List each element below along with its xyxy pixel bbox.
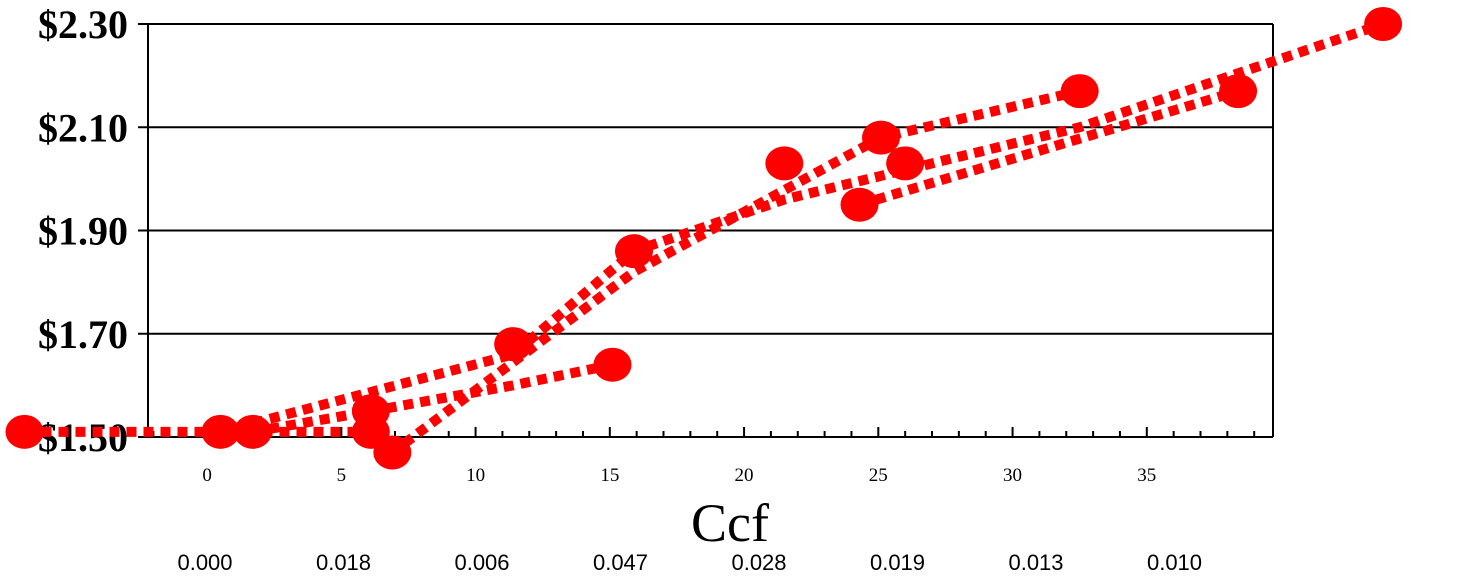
x-tick-label: 15 bbox=[600, 465, 619, 486]
data-point-11 bbox=[1060, 74, 1099, 109]
data-point-14 bbox=[233, 414, 272, 449]
data-point-1 bbox=[201, 414, 240, 449]
data-point-3 bbox=[373, 435, 412, 470]
x-tick-label: 25 bbox=[869, 465, 888, 486]
x-tick-label: 5 bbox=[337, 465, 347, 486]
x-tick-labels: 0 5 10 15 20 25 30 35 bbox=[202, 465, 1156, 486]
data-point-8 bbox=[840, 187, 879, 222]
data-point-7 bbox=[765, 146, 804, 181]
x-tick-label: 30 bbox=[1003, 465, 1022, 486]
x-tick-label: 0 bbox=[202, 465, 212, 486]
trend-line-1 bbox=[251, 359, 614, 437]
secondary-label: 0.018 bbox=[316, 550, 371, 575]
data-point-5 bbox=[593, 347, 632, 382]
secondary-labels: 0.000 0.018 0.006 0.047 0.028 0.019 0.013 0.010 bbox=[177, 550, 1202, 575]
data-points bbox=[5, 7, 1403, 470]
data-point-15 bbox=[351, 394, 390, 429]
y-tick-label: $1.50 bbox=[38, 415, 128, 460]
secondary-label: 0.006 bbox=[454, 550, 509, 575]
secondary-label: 0.028 bbox=[731, 550, 786, 575]
x-tick-label: 10 bbox=[466, 465, 485, 486]
y-tick-label: $2.30 bbox=[38, 2, 128, 47]
data-point-6 bbox=[614, 234, 653, 269]
data-point-10 bbox=[886, 146, 925, 181]
data-point-13 bbox=[1364, 7, 1403, 41]
secondary-label: 0.010 bbox=[1147, 550, 1202, 575]
y-tick-label: $1.90 bbox=[38, 209, 128, 254]
data-point-4 bbox=[494, 327, 533, 362]
secondary-label: 0.013 bbox=[1008, 550, 1063, 575]
y-tick-label: $1.70 bbox=[38, 312, 128, 357]
trend-lines bbox=[24, 19, 1385, 458]
y-tick-label: $2.10 bbox=[38, 105, 128, 150]
trend-line-2 bbox=[219, 19, 1385, 437]
data-point-9 bbox=[861, 120, 900, 155]
secondary-label: 0.000 bbox=[177, 550, 232, 575]
x-tick-label: 20 bbox=[735, 465, 754, 486]
gridlines bbox=[148, 23, 1273, 438]
data-point-12 bbox=[1219, 74, 1258, 109]
data-point-0 bbox=[5, 414, 44, 449]
y-tick-labels: $2.30 $2.10 $1.90 $1.70 $1.50 bbox=[38, 2, 128, 460]
x-axis-label: Ccf bbox=[691, 493, 769, 553]
trend-line-3 bbox=[858, 86, 1240, 210]
secondary-label: 0.047 bbox=[593, 550, 648, 575]
secondary-label: 0.019 bbox=[870, 550, 925, 575]
trend-line-0 bbox=[24, 86, 1081, 458]
x-tick-label: 35 bbox=[1137, 465, 1156, 486]
